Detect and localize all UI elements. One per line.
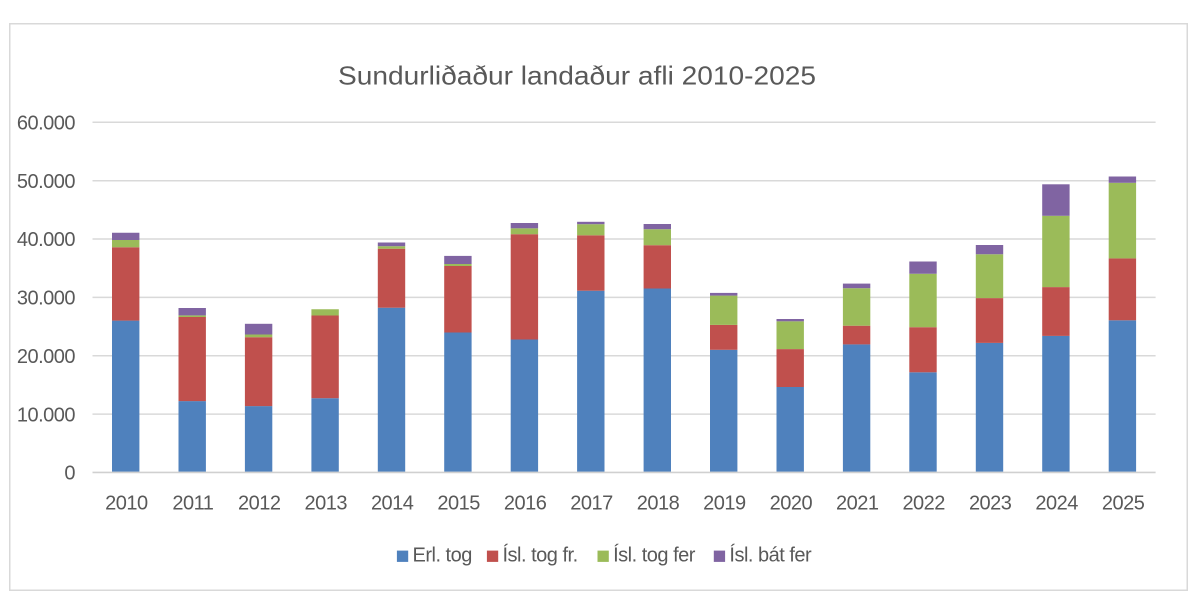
svg-text:40.000: 40.000 bbox=[17, 229, 76, 251]
svg-text:2010: 2010 bbox=[105, 493, 148, 515]
svg-text:60.000: 60.000 bbox=[17, 113, 76, 135]
svg-text:Ísl. tog fr.: Ísl. tog fr. bbox=[503, 544, 578, 567]
svg-text:2020: 2020 bbox=[770, 493, 813, 515]
svg-text:2019: 2019 bbox=[703, 493, 746, 515]
svg-text:2018: 2018 bbox=[637, 493, 680, 515]
svg-text:2014: 2014 bbox=[371, 493, 414, 515]
svg-text:2015: 2015 bbox=[437, 493, 480, 515]
svg-text:2013: 2013 bbox=[305, 493, 348, 515]
svg-text:0: 0 bbox=[64, 463, 75, 485]
svg-text:Ísl. bát fer: Ísl. bát fer bbox=[729, 544, 812, 567]
svg-text:2022: 2022 bbox=[902, 493, 945, 515]
svg-text:2011: 2011 bbox=[172, 493, 213, 515]
svg-text:30.000: 30.000 bbox=[17, 288, 76, 310]
svg-text:2017: 2017 bbox=[570, 493, 613, 515]
svg-text:2012: 2012 bbox=[238, 493, 281, 515]
svg-text:20.000: 20.000 bbox=[17, 346, 76, 368]
svg-text:Ísl. tog fer: Ísl. tog fer bbox=[613, 544, 696, 567]
svg-text:10.000: 10.000 bbox=[17, 404, 76, 426]
svg-text:50.000: 50.000 bbox=[17, 171, 76, 193]
svg-text:2024: 2024 bbox=[1035, 493, 1078, 515]
svg-text:2023: 2023 bbox=[969, 493, 1012, 515]
svg-text:Sundurliðaður landaður afli 20: Sundurliðaður landaður afli 2010-2025 bbox=[338, 61, 816, 91]
svg-text:Erl. tog: Erl. tog bbox=[413, 545, 472, 567]
svg-text:2025: 2025 bbox=[1102, 493, 1145, 515]
svg-text:2021: 2021 bbox=[836, 493, 879, 515]
svg-text:2016: 2016 bbox=[504, 493, 547, 515]
